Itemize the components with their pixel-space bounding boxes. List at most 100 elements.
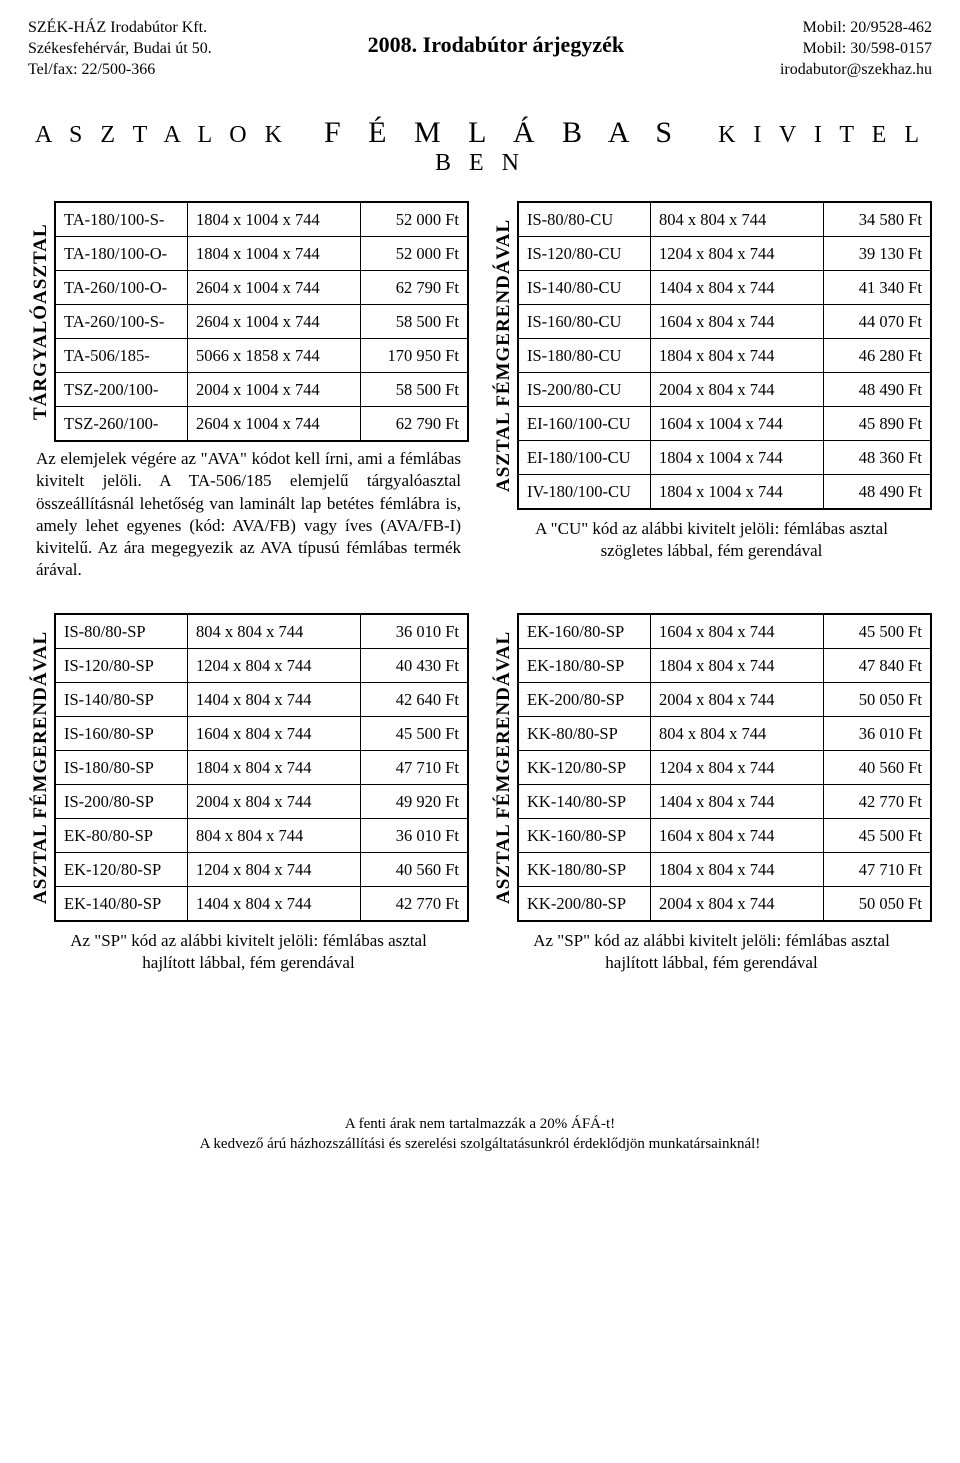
table-row: IS-180/80-CU1804 x 804 x 74446 280 Ft [519, 339, 930, 373]
block-targyaloasztal: TÁRGYALÓASZTAL TA-180/100-S-1804 x 1004 … [28, 201, 469, 581]
company-mobil2: Mobil: 30/598-0157 [780, 39, 932, 60]
product-code: TA-260/100-S- [56, 305, 188, 339]
product-code: TA-180/100-O- [56, 237, 188, 271]
product-price: 50 050 Ft [823, 886, 930, 920]
product-price: 40 560 Ft [360, 852, 467, 886]
product-code: IS-200/80-CU [519, 373, 651, 407]
block4-caption: Az "SP" kód az alábbi kivitelt jelöli: f… [491, 922, 932, 974]
product-dims: 1604 x 804 x 744 [651, 818, 824, 852]
product-code: IS-80/80-CU [519, 203, 651, 237]
block4-table: EK-160/80-SP1604 x 804 x 74445 500 FtEK-… [519, 615, 930, 920]
block2-vlabel: ASZTAL FÉMGERENDÁVAL [491, 201, 517, 510]
table-row: KK-200/80-SP2004 x 804 x 74450 050 Ft [519, 886, 930, 920]
company-email: irodabutor@szekhaz.hu [780, 60, 932, 81]
main-title-part1: A S Z T A L O K [35, 122, 288, 148]
product-dims: 1404 x 804 x 744 [651, 784, 824, 818]
header-left: SZÉK-HÁZ Irodabútor Kft. Székesfehérvár,… [28, 18, 212, 80]
product-dims: 1204 x 804 x 744 [188, 852, 361, 886]
product-price: 42 770 Ft [360, 886, 467, 920]
product-dims: 1204 x 804 x 744 [651, 750, 824, 784]
product-price: 40 430 Ft [360, 648, 467, 682]
table-row: EI-180/100-CU1804 x 1004 x 74448 360 Ft [519, 441, 930, 475]
product-price: 45 500 Ft [823, 615, 930, 649]
product-price: 41 340 Ft [823, 271, 930, 305]
product-dims: 2604 x 1004 x 744 [188, 305, 361, 339]
table-row: TA-180/100-O-1804 x 1004 x 74452 000 Ft [56, 237, 467, 271]
product-dims: 1204 x 804 x 744 [651, 237, 824, 271]
table-row: EK-120/80-SP1204 x 804 x 74440 560 Ft [56, 852, 467, 886]
block2-caption: A "CU" kód az alábbi kivitelt jelöli: fé… [491, 510, 932, 562]
block1-caption: Az elemjelek végére az "AVA" kódot kell … [28, 442, 469, 581]
table-row: IS-140/80-SP1404 x 804 x 74442 640 Ft [56, 682, 467, 716]
block-sp-right: ASZTAL FÉMGERENDÁVAL EK-160/80-SP1604 x … [491, 613, 932, 974]
product-code: KK-200/80-SP [519, 886, 651, 920]
product-price: 45 500 Ft [360, 716, 467, 750]
product-code: IS-200/80-SP [56, 784, 188, 818]
table-row: TA-260/100-S-2604 x 1004 x 74458 500 Ft [56, 305, 467, 339]
product-code: IS-160/80-SP [56, 716, 188, 750]
product-code: IS-180/80-CU [519, 339, 651, 373]
product-code: EK-140/80-SP [56, 886, 188, 920]
product-dims: 1804 x 804 x 744 [651, 339, 824, 373]
product-code: TSZ-200/100- [56, 373, 188, 407]
product-code: TA-180/100-S- [56, 203, 188, 237]
product-dims: 1604 x 804 x 744 [651, 305, 824, 339]
table-row: TSZ-200/100-2004 x 1004 x 74458 500 Ft [56, 373, 467, 407]
product-price: 40 560 Ft [823, 750, 930, 784]
product-code: KK-80/80-SP [519, 716, 651, 750]
main-title-part2: F É M L Á B A S [324, 116, 682, 149]
product-price: 58 500 Ft [360, 373, 467, 407]
page-header: SZÉK-HÁZ Irodabútor Kft. Székesfehérvár,… [28, 18, 932, 80]
table-row: EK-200/80-SP2004 x 804 x 74450 050 Ft [519, 682, 930, 716]
company-address: Székesfehérvár, Budai út 50. [28, 39, 212, 60]
product-dims: 2004 x 1004 x 744 [188, 373, 361, 407]
product-code: KK-180/80-SP [519, 852, 651, 886]
table-row: IS-80/80-SP804 x 804 x 74436 010 Ft [56, 615, 467, 649]
product-dims: 2604 x 1004 x 744 [188, 271, 361, 305]
row-1: TÁRGYALÓASZTAL TA-180/100-S-1804 x 1004 … [28, 201, 932, 581]
product-dims: 1804 x 1004 x 744 [188, 237, 361, 271]
product-code: EK-180/80-SP [519, 648, 651, 682]
product-code: TSZ-260/100- [56, 407, 188, 441]
product-dims: 1404 x 804 x 744 [188, 886, 361, 920]
block4-vlabel: ASZTAL FÉMGERENDÁVAL [491, 613, 517, 922]
product-code: IS-120/80-CU [519, 237, 651, 271]
product-dims: 1204 x 804 x 744 [188, 648, 361, 682]
table-row: KK-180/80-SP1804 x 804 x 74447 710 Ft [519, 852, 930, 886]
product-dims: 804 x 804 x 744 [651, 716, 824, 750]
product-dims: 1804 x 1004 x 744 [651, 475, 824, 509]
table-row: KK-140/80-SP1404 x 804 x 74442 770 Ft [519, 784, 930, 818]
product-price: 48 360 Ft [823, 441, 930, 475]
header-right: Mobil: 20/9528-462 Mobil: 30/598-0157 ir… [780, 18, 932, 80]
table-row: IS-200/80-SP2004 x 804 x 74449 920 Ft [56, 784, 467, 818]
product-price: 52 000 Ft [360, 237, 467, 271]
company-mobil1: Mobil: 20/9528-462 [780, 18, 932, 39]
product-price: 45 890 Ft [823, 407, 930, 441]
product-price: 48 490 Ft [823, 475, 930, 509]
product-price: 36 010 Ft [823, 716, 930, 750]
product-dims: 1604 x 1004 x 744 [651, 407, 824, 441]
product-code: TA-260/100-O- [56, 271, 188, 305]
product-code: EK-120/80-SP [56, 852, 188, 886]
main-title: A S Z T A L O K F É M L Á B A S K I V I … [28, 116, 932, 177]
product-dims: 1604 x 804 x 744 [651, 615, 824, 649]
product-price: 34 580 Ft [823, 203, 930, 237]
product-price: 47 710 Ft [823, 852, 930, 886]
product-code: EI-160/100-CU [519, 407, 651, 441]
table-row: IS-200/80-CU2004 x 804 x 74448 490 Ft [519, 373, 930, 407]
product-code: IS-140/80-SP [56, 682, 188, 716]
product-dims: 2004 x 804 x 744 [188, 784, 361, 818]
product-dims: 2004 x 804 x 744 [651, 886, 824, 920]
product-price: 47 710 Ft [360, 750, 467, 784]
product-dims: 1804 x 1004 x 744 [188, 203, 361, 237]
table-row: IS-120/80-SP1204 x 804 x 74440 430 Ft [56, 648, 467, 682]
block2-table: IS-80/80-CU804 x 804 x 74434 580 FtIS-12… [519, 203, 930, 508]
product-code: EK-80/80-SP [56, 818, 188, 852]
product-price: 36 010 Ft [360, 615, 467, 649]
table-row: IS-140/80-CU1404 x 804 x 74441 340 Ft [519, 271, 930, 305]
product-price: 58 500 Ft [360, 305, 467, 339]
row-2: ASZTAL FÉMGERENDÁVAL IS-80/80-SP804 x 80… [28, 613, 932, 974]
product-price: 47 840 Ft [823, 648, 930, 682]
product-code: KK-120/80-SP [519, 750, 651, 784]
table-row: TA-260/100-O-2604 x 1004 x 74462 790 Ft [56, 271, 467, 305]
